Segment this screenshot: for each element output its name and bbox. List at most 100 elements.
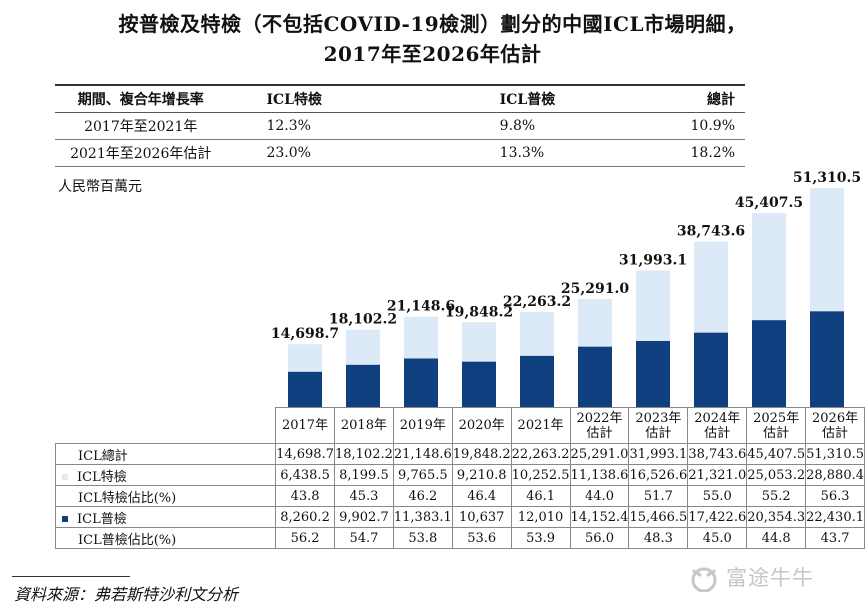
- chart-title-line2: 2017年至2026年估計: [323, 42, 542, 66]
- year-header-line: 2024年: [694, 410, 741, 426]
- data-table-year-header: 2021年: [510, 407, 571, 444]
- bar-total-label: 31,993.1: [619, 252, 687, 268]
- bar-routine-7: [694, 332, 728, 407]
- data-cell: 9,210.8: [451, 464, 512, 486]
- cagr-header-row: 期間、複合年增長率 ICL特檢 ICL普檢 總計: [55, 85, 745, 113]
- bull-logo-icon: [691, 567, 717, 592]
- chart-title-line1: 按普檢及特檢（不包括COVID-19檢測）劃分的中國ICL市場明細，: [118, 12, 747, 36]
- year-header-line: 估計: [763, 425, 790, 441]
- data-table-year-header: 2026年 估計: [805, 407, 865, 444]
- data-table-year-header: 2022年 估計: [569, 407, 630, 444]
- data-cell: 25,053.2: [746, 464, 807, 486]
- bar-total-label: 18,102.2: [329, 312, 397, 328]
- data-table-row: ICL普檢 8,260.2 9,902.7 11,383.1 10,637 12,010 1…: [54, 506, 865, 528]
- data-table-year-header: 2024年 估計: [687, 407, 748, 444]
- cagr-header-period: 期間、複合年增長率: [77, 92, 204, 108]
- cagr-table: 期間、複合年增長率 ICL特檢 ICL普檢 總計 2017年至2021年 12.…: [55, 84, 745, 167]
- data-cell: 43.8: [275, 485, 335, 507]
- bar-special-4: [520, 312, 554, 356]
- data-table-row: ICL特檢佔比(%) 43.8 45.3 46.2 46.4 46.1 44.0 51.7 55…: [54, 485, 865, 507]
- data-cell: 45.3: [333, 485, 394, 507]
- cagr-period: 2017年至2021年: [84, 119, 198, 135]
- cagr-row: 2021年至2026年估計 23.0% 13.3% 18.2%: [55, 140, 745, 167]
- cagr-row: 2017年至2021年 12.3% 9.8% 10.9%: [55, 113, 745, 140]
- bar-routine-0: [288, 371, 322, 407]
- data-cell: 22,263.2: [510, 443, 571, 465]
- row-label-text: ICL總計: [78, 448, 128, 464]
- data-cell: 15,466.5: [628, 506, 689, 528]
- data-cell: 48.3: [628, 527, 689, 549]
- data-cell: 14,152.4: [569, 506, 630, 528]
- bar-special-9: [810, 187, 844, 312]
- row-label: ICL總計: [54, 443, 277, 465]
- year-header-line: 2025年: [753, 410, 800, 426]
- unit-label: 人民幣百萬元: [58, 179, 142, 195]
- year-header-line: 2021年: [517, 418, 564, 433]
- data-cell: 56.2: [275, 527, 335, 549]
- data-cell: 18,102.2: [333, 443, 394, 465]
- data-cell: 56.3: [805, 485, 865, 507]
- year-header-line: 估計: [704, 425, 731, 441]
- bar-total-label: 22,263.2: [503, 294, 571, 310]
- data-cell: 38,743.6: [687, 443, 748, 465]
- bar-total-label: 19,848.2: [445, 304, 513, 320]
- data-table-corner: [55, 407, 277, 444]
- bar-routine-3: [462, 361, 496, 407]
- watermark-text: 富途牛牛: [726, 566, 814, 590]
- data-table-year-header: 2023年 估計: [628, 407, 689, 444]
- data-cell: 20,354.3: [746, 506, 807, 528]
- data-table-year-header: 2020年: [451, 407, 512, 444]
- data-cell: 54.7: [333, 527, 394, 549]
- bar-special-6: [636, 270, 670, 341]
- bar-routine-2: [404, 358, 438, 407]
- cagr-total: 18.2%: [690, 145, 735, 161]
- bar-total-label: 45,407.5: [735, 195, 803, 211]
- year-header-line: 2017年: [281, 418, 329, 433]
- data-table-year-header: 2018年: [333, 407, 394, 444]
- data-cell: 46.2: [392, 485, 453, 507]
- data-cell: 6,438.5: [275, 464, 335, 486]
- cagr-header-routine: ICL普檢: [499, 92, 556, 108]
- data-cell: 12,010: [510, 506, 571, 528]
- row-label: ICL普檢: [54, 506, 277, 528]
- bar-routine-8: [752, 320, 786, 407]
- row-label: ICL特檢佔比(%): [54, 485, 277, 507]
- data-cell: 45.0: [687, 527, 748, 549]
- legend-swatch-special: [62, 474, 68, 480]
- data-cell: 31,993.1: [628, 443, 689, 465]
- data-cell: 14,698.7: [275, 443, 335, 465]
- data-cell: 55.2: [746, 485, 807, 507]
- year-header-line: 2026年: [812, 410, 859, 426]
- bar-special-2: [404, 316, 438, 359]
- bar-special-5: [578, 299, 612, 347]
- data-cell: 21,321.0: [687, 464, 748, 486]
- legend-swatch-routine: [62, 516, 68, 522]
- row-label-text: ICL特檢佔比(%): [78, 490, 177, 506]
- bar-total-label: 38,743.6: [677, 224, 745, 240]
- year-header-line: 2018年: [340, 418, 387, 433]
- row-label-text: ICL特檢: [77, 469, 127, 485]
- data-cell: 8,260.2: [275, 506, 335, 528]
- cagr-special: 23.0%: [266, 145, 311, 161]
- watermark: 富途牛牛: [690, 562, 814, 592]
- data-cell: 8,199.5: [333, 464, 394, 486]
- bar-total-label: 25,291.0: [561, 281, 629, 297]
- data-table-year-header: 2019年: [392, 407, 453, 444]
- cagr-total: 10.9%: [690, 118, 735, 134]
- data-cell: 46.4: [451, 485, 512, 507]
- row-label-text: ICL普檢佔比(%): [78, 532, 177, 548]
- data-cell: 46.1: [510, 485, 571, 507]
- data-cell: 44.8: [746, 527, 807, 549]
- bar-total-label: 21,148.6: [387, 299, 455, 315]
- cagr-special: 12.3%: [266, 118, 311, 134]
- cagr-routine: 13.3%: [499, 145, 545, 161]
- data-cell: 56.0: [569, 527, 630, 549]
- year-header-line: 估計: [645, 425, 672, 441]
- data-cell: 19,848.2: [451, 443, 512, 465]
- year-header-line: 2022年: [576, 410, 623, 426]
- bar-routine-4: [520, 355, 554, 407]
- year-header-line: 2020年: [458, 418, 505, 433]
- data-cell: 17,422.6: [687, 506, 748, 528]
- bar-special-3: [462, 322, 496, 362]
